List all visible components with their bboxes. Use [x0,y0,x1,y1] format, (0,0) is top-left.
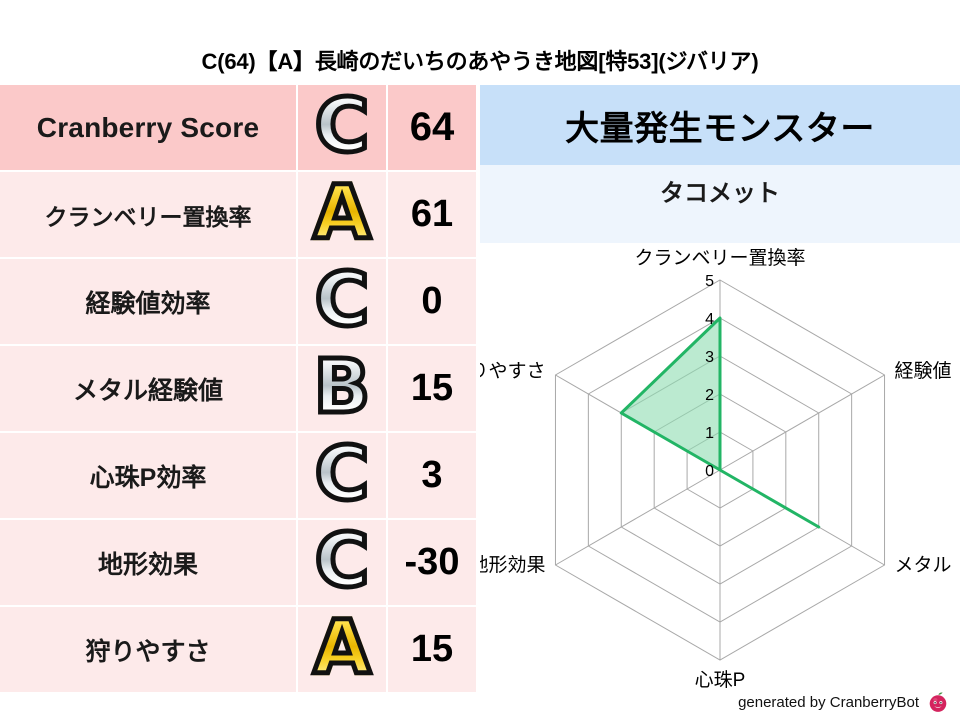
table-row: 経験値効率 C 0 [0,259,478,344]
footer-credit-text: generated by CranberryBot [738,693,919,711]
grade-badge-icon: C [312,256,371,343]
table-row: 地形効果 C -30 [0,520,478,605]
stat-value: 3 [388,433,476,518]
stat-label: 経験値効率 [0,259,296,344]
stat-value: 64 [388,85,476,170]
grade-badge-icon: A [311,604,373,691]
table-row: メタル経験値 B 15 [0,346,478,431]
grade-badge-icon: B [311,343,372,430]
stat-label: クランベリー置換率 [0,172,296,257]
stat-grade-cell: C [298,85,386,170]
radar-category-label: 地形効果 [480,554,545,576]
radar-tick-label: 2 [705,387,714,404]
stats-table: Cranberry Score C 64 クランベリー置換率 A 61 経験値効率 C 0 メタル… [0,85,478,694]
radar-tick-label: 1 [705,425,714,442]
radar-tick-label: 0 [705,463,714,480]
grade-badge-icon: C [312,430,371,517]
stat-grade-cell: A [298,172,386,257]
footer-credit: generated by CranberryBot [738,690,950,714]
radar-category-label: 狩りやすさ [480,360,545,382]
stat-value: -30 [388,520,476,605]
stat-label: 狩りやすさ [0,607,296,692]
stat-grade-cell: B [298,346,386,431]
stat-label: メタル経験値 [0,346,296,431]
radar-data-polygon [619,316,821,529]
radar-category-label: 心珠P [695,669,746,691]
monster-panel-header: 大量発生モンスター [480,85,960,165]
radar-category-label: 経験値 [895,360,952,382]
table-row: Cranberry Score C 64 [0,85,478,170]
radar-category-label: メタル [895,554,952,576]
table-row: クランベリー置換率 A 61 [0,172,478,257]
cranberry-bot-icon [929,692,947,712]
stat-label: Cranberry Score [0,85,296,170]
radar-axis-spoke [719,374,885,471]
grade-badge-icon: C [312,517,371,604]
table-row: 狩りやすさ A 15 [0,607,478,692]
stat-label: 地形効果 [0,520,296,605]
grade-badge-icon: A [311,169,373,256]
monster-name: タコメット [480,165,960,243]
radar-tick-label: 3 [705,349,714,366]
radar-tick-label: 4 [705,311,714,328]
page-title: C(64)【A】長崎のだいちのあやうき地図[特53](ジバリア) [201,49,759,74]
stat-grade-cell: C [298,259,386,344]
table-row: 心珠P効率 C 3 [0,433,478,518]
stat-value: 15 [388,607,476,692]
stat-label: 心珠P効率 [0,433,296,518]
monster-panel: 大量発生モンスター タコメット [480,85,960,243]
stat-value: 0 [388,259,476,344]
stat-grade-cell: C [298,520,386,605]
stat-grade-cell: A [298,607,386,692]
radar-tick-label: 5 [705,273,714,290]
grade-badge-icon: C [312,82,371,169]
radar-axis-spoke [555,469,721,566]
radar-category-label: クランベリー置換率 [634,247,805,269]
stat-value: 61 [388,172,476,257]
stat-value: 15 [388,346,476,431]
stat-grade-cell: C [298,433,386,518]
